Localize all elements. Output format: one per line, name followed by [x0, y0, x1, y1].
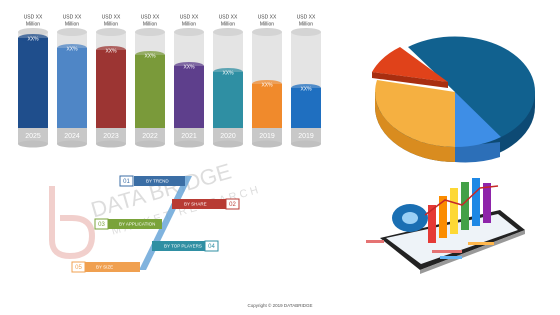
- fill-top: [135, 51, 165, 59]
- fill-top: [96, 46, 126, 54]
- cylinder-value: XX%: [261, 82, 273, 88]
- tube-bottom: [18, 140, 48, 148]
- step-number: 03: [98, 222, 105, 228]
- tube-base: [57, 128, 87, 144]
- tube-top: [291, 28, 321, 36]
- tube-bottom: [252, 140, 282, 148]
- fill-body: [291, 88, 321, 128]
- cylinder-unit: Million: [260, 21, 274, 27]
- step-number-box: [71, 261, 86, 273]
- fill-body: [213, 72, 243, 128]
- cylinder-year: 2023: [103, 133, 119, 140]
- tube-bottom: [174, 140, 204, 148]
- fill-body: [18, 38, 48, 128]
- tube-top: [213, 28, 243, 36]
- step-bar: [107, 219, 162, 229]
- fill-top: [291, 84, 321, 92]
- tube-base: [252, 128, 282, 144]
- cylinder-top-line: USD XX: [141, 14, 160, 20]
- step-number: 02: [229, 202, 236, 208]
- fill-top: [174, 62, 204, 70]
- cylinder-top-line: USD XX: [297, 14, 316, 20]
- tube-bottom: [57, 140, 87, 148]
- step-number-box: [225, 198, 240, 210]
- cylinder-top-line: USD XX: [24, 14, 43, 20]
- step-bar: [84, 262, 140, 272]
- tube-bottom: [213, 140, 243, 148]
- cylinder-year: 2019: [298, 133, 314, 140]
- tube-base: [96, 128, 126, 144]
- fill-body: [135, 55, 165, 128]
- step-label: BY SHARE: [184, 202, 207, 207]
- tube-base: [291, 128, 321, 144]
- tube-bottom: [96, 140, 126, 148]
- step-label: BY TREND: [146, 179, 169, 184]
- tube-base: [135, 128, 165, 144]
- fill-top: [18, 34, 48, 42]
- fill-body: [174, 66, 204, 128]
- fill-top: [252, 80, 282, 88]
- tube-base: [174, 128, 204, 144]
- tube-top: [57, 28, 87, 36]
- fill-top: [57, 44, 87, 52]
- cylinder-top-line: USD XX: [63, 14, 82, 20]
- cylinder-year: 2020: [220, 133, 236, 140]
- step-number-box: [204, 240, 219, 252]
- cylinder-value: XX%: [105, 48, 117, 54]
- step-number-box: [119, 175, 134, 187]
- tube-base: [213, 128, 243, 144]
- step-label: BY SIZE: [96, 265, 113, 270]
- step-bar: [172, 199, 226, 209]
- tube-top: [174, 28, 204, 36]
- cylinder-top-line: USD XX: [102, 14, 121, 20]
- fill-body: [96, 50, 126, 128]
- step-number: 04: [208, 244, 215, 250]
- copyright: Copyright © 2019 DATABRIDGE: [248, 302, 313, 308]
- cylinder-top-line: USD XX: [258, 14, 277, 20]
- cylinder-year: 2022: [142, 133, 158, 140]
- cylinder-unit: Million: [299, 21, 313, 27]
- fill-body: [57, 48, 87, 128]
- cylinder-value: XX%: [300, 86, 312, 92]
- step-bar: [134, 176, 185, 186]
- cylinder-unit: Million: [65, 21, 79, 27]
- cylinder-year: 2025: [25, 133, 41, 140]
- cylinder-unit: Million: [104, 21, 118, 27]
- tube-top: [135, 28, 165, 36]
- cylinder-value: XX%: [183, 64, 195, 70]
- cylinder-value: XX%: [222, 70, 234, 76]
- tube-bottom: [291, 140, 321, 148]
- cylinder-unit: Million: [26, 21, 40, 27]
- tube-top: [96, 28, 126, 36]
- step-number: 05: [75, 265, 82, 271]
- fill-body: [252, 84, 282, 128]
- tube-top: [18, 28, 48, 36]
- cylinder-unit: Million: [182, 21, 196, 27]
- cylinder-value: XX%: [66, 46, 78, 52]
- cylinder-year: 2021: [181, 133, 197, 140]
- step-bar: [152, 241, 205, 251]
- cylinder-unit: Million: [221, 21, 235, 27]
- tube-bottom: [135, 140, 165, 148]
- pie-illustration: [372, 36, 536, 163]
- cylinder-year: 2024: [64, 133, 80, 140]
- step-label: BY APPLICATION: [119, 222, 155, 227]
- tablet-illustration: [366, 178, 525, 274]
- cylinder-value: XX%: [144, 53, 156, 59]
- step-number: 01: [123, 179, 130, 185]
- fill-top: [213, 68, 243, 76]
- steps-diagram: 01 BY TREND 02 BY SHARE 03 BY APPLICATION 04 BY…: [71, 175, 240, 273]
- step-label: BY TOP PLAYERS: [164, 244, 202, 249]
- cylinder-top-line: USD XX: [219, 14, 238, 20]
- tube-top: [252, 28, 282, 36]
- step-number-box: [94, 218, 109, 230]
- cylinder-year: 2019: [259, 133, 275, 140]
- cylinder-top-line: USD XX: [180, 14, 199, 20]
- tube-base: [18, 128, 48, 144]
- cylinder-unit: Million: [143, 21, 157, 27]
- cylinder-value: XX%: [27, 36, 39, 42]
